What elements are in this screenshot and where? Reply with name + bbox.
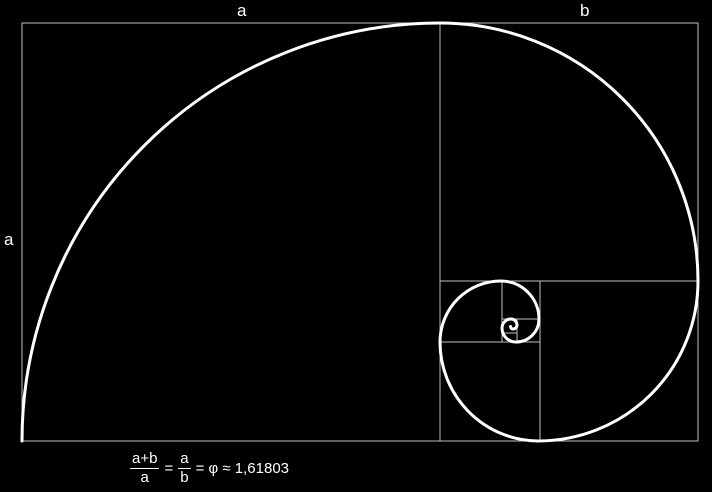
- golden-ratio-formula: a+b a = a b = φ ≈ 1,61803: [128, 451, 292, 486]
- outer-rectangle: [21, 22, 699, 442]
- phi-value: = φ ≈ 1,61803: [195, 460, 290, 477]
- fraction-numerator: a: [178, 450, 191, 469]
- fraction-a-over-b: a b: [178, 450, 191, 486]
- fraction-numerator: a+b: [130, 450, 160, 469]
- equals-sign: =: [164, 460, 174, 477]
- label-a-left: a: [4, 230, 14, 249]
- label-b-top: b: [580, 1, 590, 20]
- label-a-top: a: [237, 1, 247, 20]
- fraction-denominator: a: [140, 469, 149, 486]
- golden-spiral: [20, 21, 700, 443]
- fraction-a-plus-b-over-a: a+b a: [130, 450, 160, 486]
- fraction-denominator: b: [180, 469, 189, 486]
